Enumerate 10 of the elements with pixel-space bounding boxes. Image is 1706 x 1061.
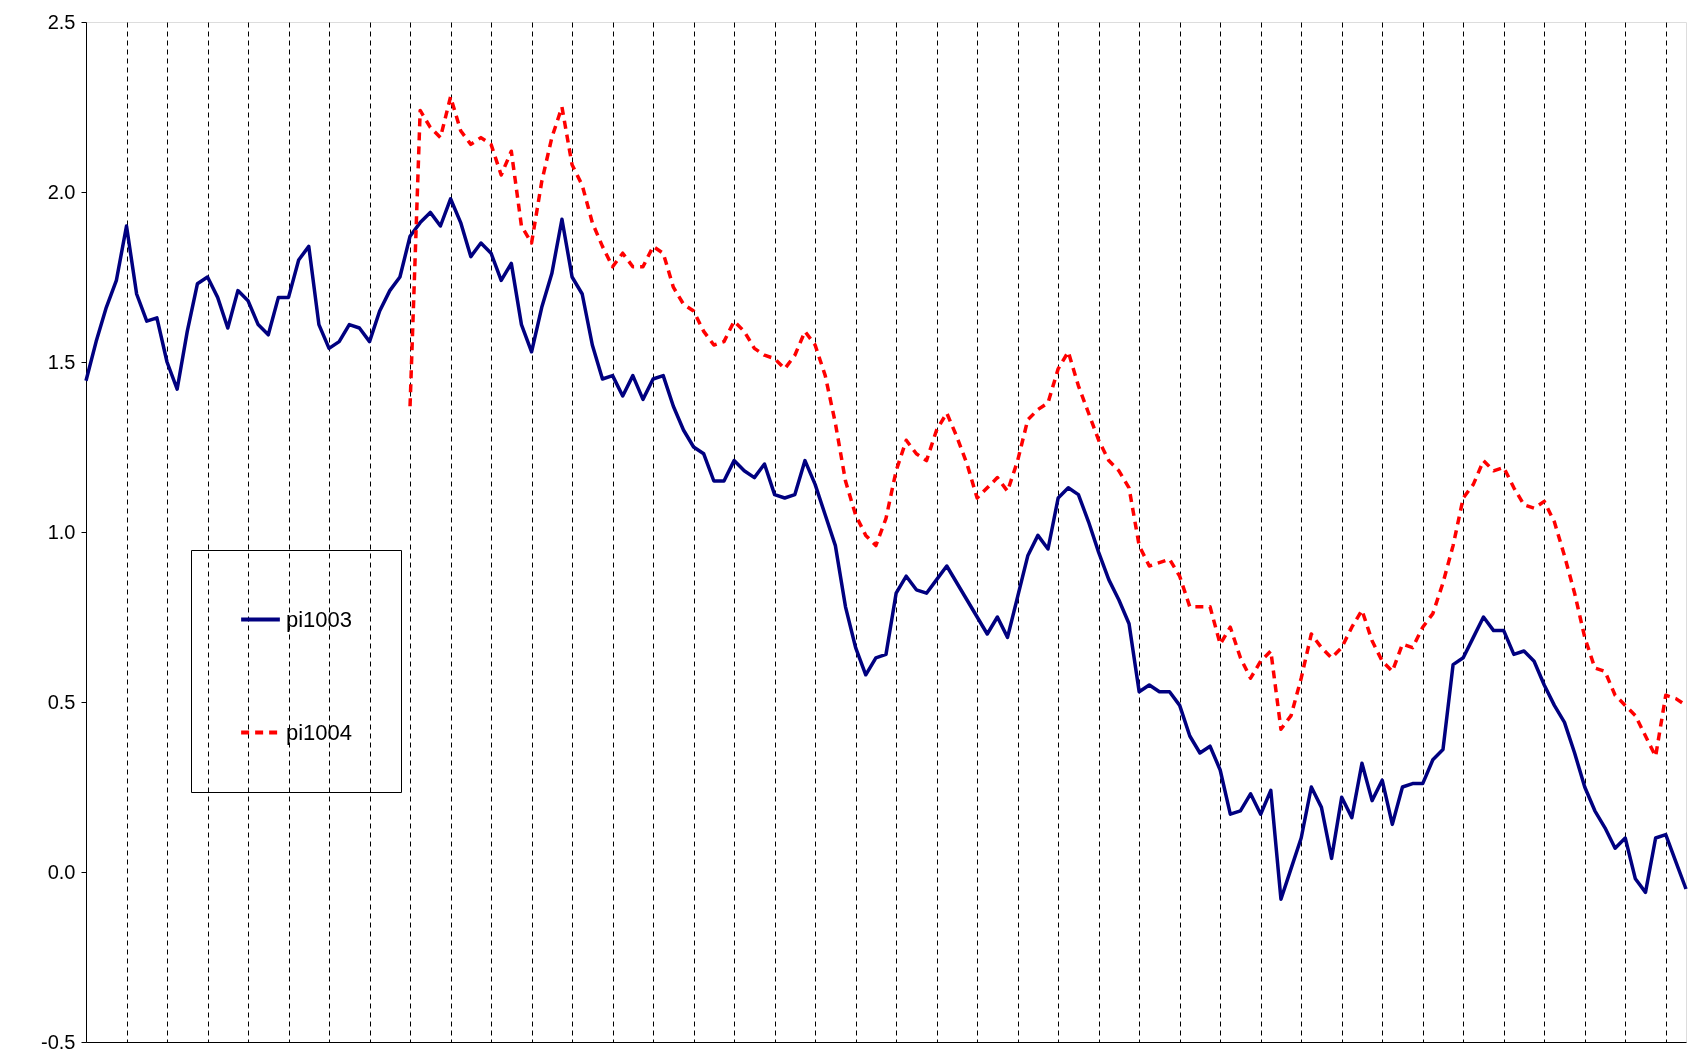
- y-tick-label: -0.5: [41, 1030, 76, 1053]
- y-tick-label: 0.5: [47, 690, 76, 713]
- legend-label: pi1003: [286, 606, 353, 632]
- line-series: [84, 197, 1688, 901]
- y-tick-label: 1.5: [47, 350, 76, 373]
- y-tick-label: 0.0: [47, 860, 76, 883]
- y-tick-label: 2.5: [47, 10, 76, 33]
- legend-label: pi1004: [286, 719, 353, 745]
- y-tick-label: 1.0: [47, 520, 76, 543]
- y-tick-label: 2.0: [47, 180, 76, 203]
